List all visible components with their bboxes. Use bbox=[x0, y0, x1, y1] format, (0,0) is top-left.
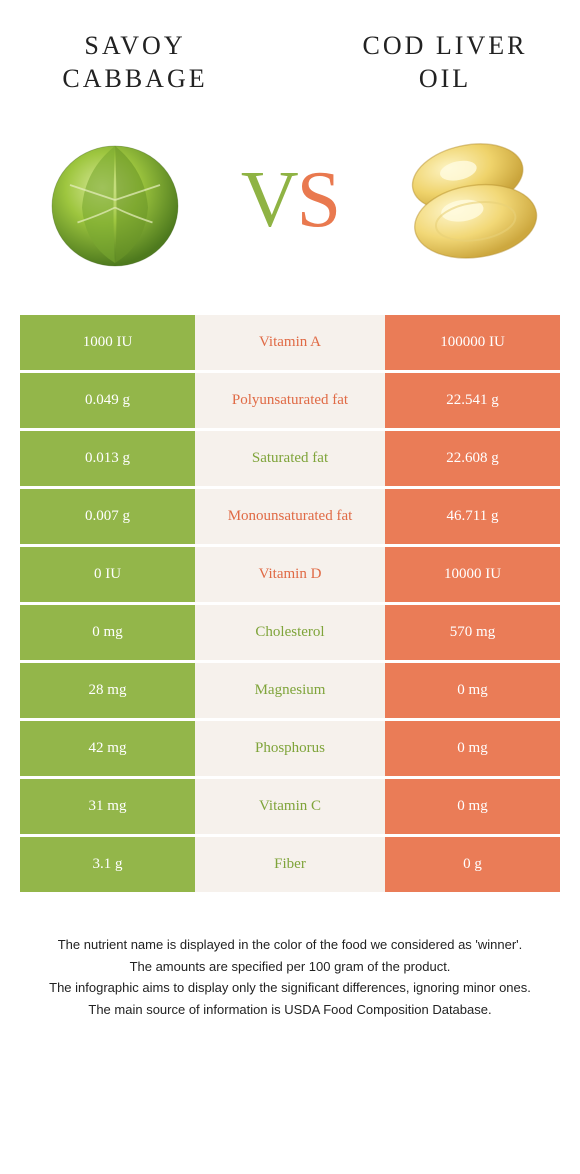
nutrient-name: Polyunsaturated fat bbox=[195, 373, 385, 428]
table-row: 31 mgVitamin C0 mg bbox=[20, 779, 560, 834]
right-food-title: COD LIVER OIL bbox=[350, 30, 540, 95]
right-value: 100000 IU bbox=[385, 315, 560, 370]
table-row: 3.1 gFiber0 g bbox=[20, 837, 560, 892]
left-value: 0.013 g bbox=[20, 431, 195, 486]
cod-liver-oil-image bbox=[380, 115, 550, 285]
left-value: 42 mg bbox=[20, 721, 195, 776]
header: SAVOY CABBAGE COD LIVER OIL bbox=[0, 0, 580, 105]
left-food-title: SAVOY CABBAGE bbox=[40, 30, 230, 95]
table-row: 0 mgCholesterol570 mg bbox=[20, 605, 560, 660]
left-value: 0 mg bbox=[20, 605, 195, 660]
table-row: 0 IUVitamin D10000 IU bbox=[20, 547, 560, 602]
nutrient-name: Monounsaturated fat bbox=[195, 489, 385, 544]
comparison-table: 1000 IUVitamin A100000 IU0.049 gPolyunsa… bbox=[0, 315, 580, 892]
table-row: 0.013 gSaturated fat22.608 g bbox=[20, 431, 560, 486]
footer-notes: The nutrient name is displayed in the co… bbox=[0, 895, 580, 1019]
left-value: 0 IU bbox=[20, 547, 195, 602]
left-value: 3.1 g bbox=[20, 837, 195, 892]
vs-v: V bbox=[241, 156, 297, 244]
images-row: VS bbox=[0, 105, 580, 315]
right-value: 22.608 g bbox=[385, 431, 560, 486]
nutrient-name: Vitamin A bbox=[195, 315, 385, 370]
left-value: 28 mg bbox=[20, 663, 195, 718]
nutrient-name: Fiber bbox=[195, 837, 385, 892]
nutrient-name: Saturated fat bbox=[195, 431, 385, 486]
table-row: 1000 IUVitamin A100000 IU bbox=[20, 315, 560, 370]
right-value: 0 mg bbox=[385, 663, 560, 718]
footer-line: The nutrient name is displayed in the co… bbox=[35, 935, 545, 955]
right-value: 10000 IU bbox=[385, 547, 560, 602]
vs-label: VS bbox=[241, 155, 339, 246]
nutrient-name: Magnesium bbox=[195, 663, 385, 718]
left-value: 31 mg bbox=[20, 779, 195, 834]
left-value: 1000 IU bbox=[20, 315, 195, 370]
table-row: 0.049 gPolyunsaturated fat22.541 g bbox=[20, 373, 560, 428]
right-value: 0 mg bbox=[385, 721, 560, 776]
vs-s: S bbox=[297, 156, 340, 244]
nutrient-name: Vitamin D bbox=[195, 547, 385, 602]
right-value: 46.711 g bbox=[385, 489, 560, 544]
footer-line: The amounts are specified per 100 gram o… bbox=[35, 957, 545, 977]
right-value: 570 mg bbox=[385, 605, 560, 660]
right-value: 0 mg bbox=[385, 779, 560, 834]
right-value: 22.541 g bbox=[385, 373, 560, 428]
footer-line: The infographic aims to display only the… bbox=[35, 978, 545, 998]
footer-line: The main source of information is USDA F… bbox=[35, 1000, 545, 1020]
left-value: 0.049 g bbox=[20, 373, 195, 428]
table-row: 0.007 gMonounsaturated fat46.711 g bbox=[20, 489, 560, 544]
nutrient-name: Cholesterol bbox=[195, 605, 385, 660]
cabbage-image bbox=[30, 115, 200, 285]
left-value: 0.007 g bbox=[20, 489, 195, 544]
right-value: 0 g bbox=[385, 837, 560, 892]
nutrient-name: Vitamin C bbox=[195, 779, 385, 834]
nutrient-name: Phosphorus bbox=[195, 721, 385, 776]
table-row: 42 mgPhosphorus0 mg bbox=[20, 721, 560, 776]
table-row: 28 mgMagnesium0 mg bbox=[20, 663, 560, 718]
